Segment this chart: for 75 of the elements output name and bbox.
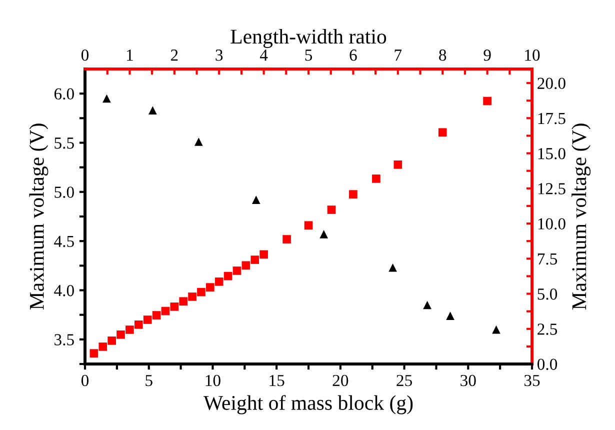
x-tick-label: 15	[270, 374, 284, 386]
point	[260, 250, 268, 259]
point	[116, 330, 125, 339]
point	[492, 325, 500, 334]
point	[152, 311, 161, 320]
x2-axis-title: Length-width ratio	[230, 29, 386, 48]
point	[438, 128, 447, 137]
y2-tick-label: 10.0	[538, 218, 566, 230]
y-tick-label: 5.0	[54, 186, 74, 198]
point	[102, 94, 111, 103]
x2-tick-label: 3	[216, 50, 223, 61]
y2-tick-label: 5.0	[538, 288, 558, 300]
point	[148, 106, 157, 114]
x2-tick-label: 5	[305, 50, 312, 61]
y2-tick-label: 12.5	[538, 183, 566, 194]
x2-tick-label: 10	[525, 50, 540, 61]
point	[388, 263, 397, 272]
x-tick-label: 20	[332, 374, 348, 386]
point	[252, 196, 260, 204]
point	[108, 336, 116, 345]
point	[282, 235, 291, 244]
point	[423, 300, 432, 310]
x2-tick-label: 1	[127, 50, 133, 61]
point	[304, 221, 313, 230]
x-tick-label: 10	[206, 374, 220, 386]
point	[98, 342, 108, 351]
y2-tick-label: 0.0	[537, 358, 558, 370]
x2-tick-label: 0	[81, 50, 89, 61]
point	[179, 297, 188, 306]
point	[327, 206, 336, 214]
point	[188, 292, 196, 301]
point	[250, 256, 260, 264]
point	[349, 190, 358, 198]
x2-tick-label: 8	[439, 50, 446, 61]
x2-tick-label: 7	[394, 50, 402, 61]
point	[134, 320, 143, 329]
y2-tick-label: 2.5	[538, 324, 558, 335]
point	[224, 272, 232, 280]
x-tick-label: 35	[524, 374, 540, 386]
x2-tick-label: 4	[260, 50, 268, 61]
x-tick-label: 0	[81, 374, 89, 386]
y-tick-label: 5.5	[54, 138, 74, 149]
x-tick-label: 25	[396, 374, 412, 386]
point	[214, 278, 224, 286]
point	[320, 230, 328, 238]
x2-tick-label: 6	[350, 50, 357, 61]
x-tick-label: 30	[460, 374, 476, 386]
point	[170, 302, 179, 311]
point	[197, 288, 206, 296]
y-tick-label: 4.5	[54, 236, 74, 248]
point	[372, 174, 380, 183]
point	[161, 306, 170, 316]
x-tick-label: 5	[146, 375, 152, 386]
y-tick-label: 4.0	[54, 284, 74, 296]
point	[206, 283, 214, 292]
y2-tick-label: 7.5	[538, 254, 558, 265]
point	[394, 160, 402, 169]
x2-tick-label: 2	[170, 50, 178, 61]
point	[232, 266, 242, 275]
y-tick-label: 6.0	[54, 88, 74, 100]
y2-tick-label: 20.0	[538, 78, 566, 90]
x-axis-title: Weight of mass block (g)	[203, 395, 413, 414]
point	[126, 326, 134, 334]
point	[242, 261, 250, 270]
point	[90, 349, 98, 358]
point	[194, 138, 203, 146]
y-axis-title: Maximum voltage (V)	[29, 124, 48, 310]
point	[446, 312, 454, 320]
y2-axis-title: Maximum voltage (V)	[572, 124, 591, 310]
point	[143, 316, 152, 324]
y-tick-label: 3.5	[54, 334, 74, 346]
point	[483, 96, 492, 106]
x2-tick-label: 9	[484, 50, 491, 61]
y2-tick-label: 17.5	[538, 112, 566, 124]
y2-tick-label: 15.0	[538, 148, 566, 160]
